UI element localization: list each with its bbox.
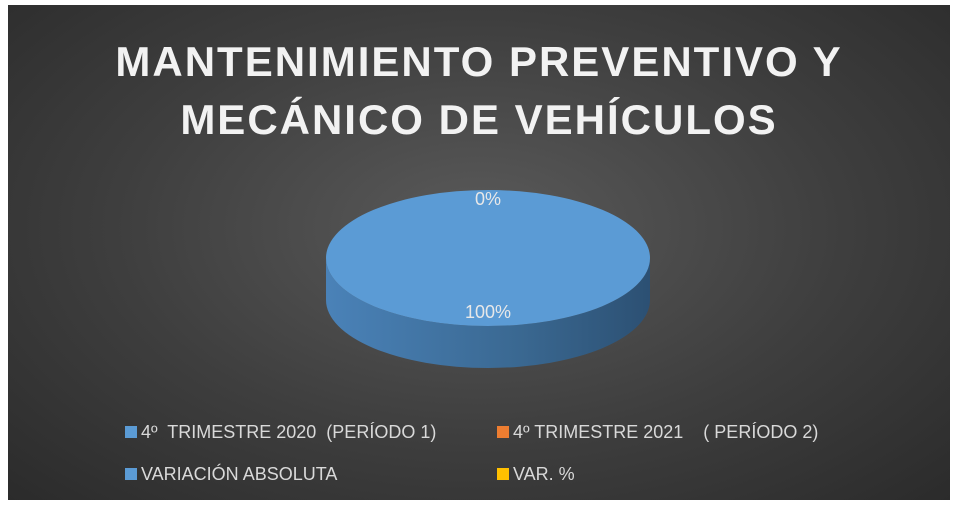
legend-label: VARIACIÓN ABSOLUTA <box>141 463 337 484</box>
legend-swatch <box>497 426 509 438</box>
legend-label: VAR. % <box>513 464 575 484</box>
chart-area: MANTENIMIENTO PREVENTIVO Y MECÁNICO DE V… <box>8 5 950 500</box>
pie-slice <box>326 190 650 326</box>
chart: 100% 0% 4º TRIMESTRE 2020 (PERÍODO 1) 4º TR… <box>125 189 818 484</box>
legend-swatch <box>125 426 137 438</box>
legend-swatch <box>497 468 509 480</box>
legend-label: 4º TRIMESTRE 2021 ( PERÍODO 2) <box>513 422 818 442</box>
legend-label: 4º TRIMESTRE 2020 (PERÍODO 1) <box>141 422 436 442</box>
legend-swatch <box>125 468 137 480</box>
data-label: 100% <box>465 302 511 322</box>
pie-side <box>326 258 650 368</box>
chart-title: MANTENIMIENTO PREVENTIVO Y MECÁNICO DE V… <box>115 38 843 143</box>
data-label: 0% <box>475 189 501 209</box>
